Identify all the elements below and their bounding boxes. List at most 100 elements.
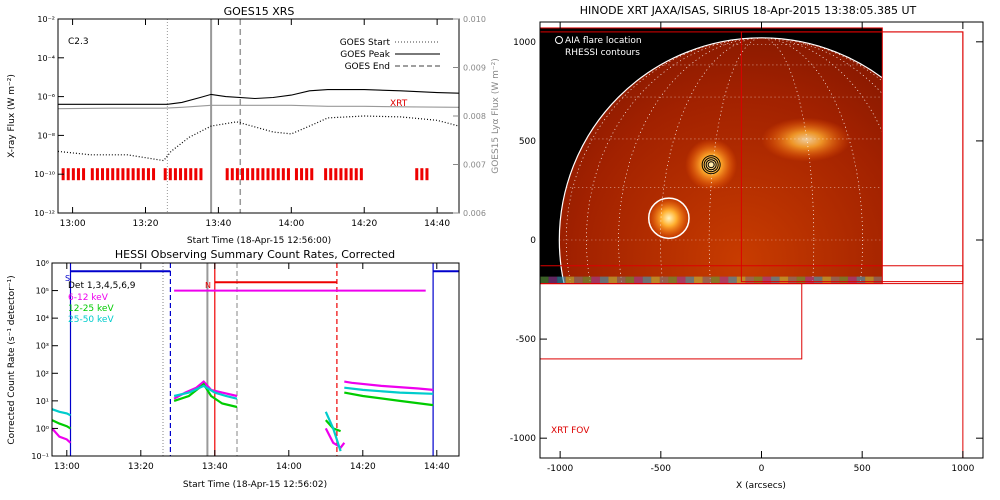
xrt-x-tick-label: -1000: [547, 464, 573, 474]
xrt-image-strip: [702, 276, 712, 284]
xrt-xlabel: X (arcsecs): [736, 481, 786, 491]
xrt-image-strip: [540, 276, 549, 284]
rhessi-coverage-tick: [359, 168, 363, 181]
xrt-image-strip: [771, 276, 780, 284]
rhessi-coverage-tick: [163, 168, 167, 181]
rhessi-coverage-tick: [241, 168, 245, 181]
xrt-legend-label: AIA flare location: [565, 36, 642, 46]
hessi-y-tick-label: 10²: [36, 369, 49, 378]
xrt-image-panel: HINODE XRT JAXA/ISAS, SIRIUS 18-Apr-2015…: [510, 4, 984, 491]
xrt-active-region: [761, 117, 852, 162]
hessi-x-tick-label: 14:20: [350, 462, 376, 472]
xrt-image-strip: [582, 276, 592, 284]
goes-legend-label: GOES Start: [340, 38, 391, 48]
hessi-night-flag-label: N: [205, 281, 211, 290]
hessi-legend-label: 6-12 keV: [68, 293, 109, 303]
rhessi-coverage-tick: [266, 168, 270, 181]
goes-y-tick-label: 10⁻¹⁰: [34, 170, 55, 179]
rhessi-coverage-tick: [261, 168, 265, 181]
rhessi-coverage-tick: [324, 168, 328, 181]
xrt-image-strip: [608, 276, 618, 284]
xrt-image-strip: [813, 276, 823, 284]
goes-x-tick-label: 14:20: [351, 219, 377, 229]
hessi-saa-flag-label: S: [65, 274, 70, 283]
hessi-legend-label: 25-50 keV: [68, 315, 114, 325]
rhessi-contour: [703, 157, 719, 173]
goes-x-tick-label: 14:00: [278, 219, 304, 229]
hessi-y-tick-label: 10⁴: [36, 314, 49, 323]
xrt-fov-box: [539, 283, 803, 360]
goes-class-label: C2.3: [68, 37, 89, 47]
rhessi-coverage-tick: [235, 168, 239, 181]
rhessi-coverage-tick: [136, 168, 140, 181]
rhessi-coverage-tick: [106, 168, 110, 181]
rhessi-contour: [705, 159, 717, 171]
rhessi-coverage-tick: [246, 168, 250, 181]
xrt-image-strip: [711, 276, 720, 284]
goes-y-right-tick-label: 0.009: [463, 64, 486, 73]
xrt-image-strip: [565, 276, 575, 284]
xrt-image-strip: [548, 276, 558, 284]
hessi-series-12-25-kev: [51, 419, 72, 430]
hessi-series-25-50-kev: [344, 386, 434, 395]
hessi-series-25-50-kev: [173, 384, 238, 400]
goes-y-tick-label: 10⁻⁴: [37, 54, 55, 63]
rhessi-coverage-tick: [82, 168, 86, 181]
rhessi-coverage-tick: [101, 168, 105, 181]
rhessi-coverage-tick: [354, 168, 358, 181]
hessi-series-6-12-kev: [324, 427, 346, 450]
rhessi-coverage-tick: [349, 168, 353, 181]
hessi-x-tick-label: 13:40: [202, 462, 228, 472]
rhessi-coverage-tick: [173, 168, 177, 181]
xrt-image-strip: [796, 276, 806, 284]
rhessi-coverage-tick: [251, 168, 255, 181]
xrt-x-tick-label: 1000: [951, 464, 974, 474]
hessi-ylabel: Corrected Count Rate (s⁻¹ detector⁻¹): [7, 275, 17, 444]
xrt-image-strip: [848, 276, 857, 284]
xrt-image-strip: [557, 276, 566, 284]
xrt-image-strip: [762, 276, 772, 284]
goes-x-tick-label: 13:00: [60, 219, 86, 229]
hessi-series-12-25-kev: [344, 391, 434, 407]
xrt-image-strip: [685, 276, 695, 284]
goes-y-tick-label: 10⁻⁸: [37, 131, 55, 140]
rhessi-coverage-tick: [116, 168, 120, 181]
rhessi-coverage-tick: [339, 168, 343, 181]
xrt-x-tick-label: -500: [651, 464, 672, 474]
xrt-image-strip: [634, 276, 643, 284]
rhessi-coverage-tick: [179, 168, 183, 181]
rhessi-coverage-tick: [294, 168, 298, 181]
xrt-image-strip: [745, 276, 754, 284]
xrt-image-strip: [728, 276, 737, 284]
xrt-y-tick-label: 0: [530, 236, 536, 246]
hessi-count-panel: HESSI Observing Summary Count Rates, Cor…: [7, 248, 460, 490]
xrt-image-strip: [625, 276, 635, 284]
hessi-plot-frame: [51, 262, 460, 457]
rhessi-coverage-tick: [329, 168, 333, 181]
xrt-image-strip: [753, 276, 763, 284]
goes-y-tick-label: 10⁻¹²: [34, 209, 55, 218]
rhessi-coverage-tick: [194, 168, 198, 181]
hessi-series-6-12-kev: [51, 427, 72, 444]
aia-legend-marker: [555, 36, 563, 44]
xrt-image-strip: [642, 276, 652, 284]
xrt-image-strip: [591, 276, 600, 284]
rhessi-coverage-tick: [286, 168, 290, 181]
hessi-series-12-25-kev: [173, 382, 238, 409]
hessi-legend-label: 12-25 keV: [68, 304, 114, 314]
goes-plot-frame: [57, 18, 460, 214]
goes-y-right-tick-label: 0.008: [463, 112, 486, 121]
goes-x-tick-label: 13:40: [205, 219, 231, 229]
rhessi-coverage-tick: [425, 168, 429, 181]
xrt-solar-image: [540, 27, 883, 284]
xrt-image-strip: [856, 276, 866, 284]
rhessi-coverage-tick: [276, 168, 280, 181]
goes-y-right-tick-label: 0.007: [463, 161, 486, 170]
xrt-title: HINODE XRT JAXA/ISAS, SIRIUS 18-Apr-2015…: [580, 4, 917, 17]
goes-title: GOES15 XRS: [224, 5, 295, 18]
hessi-series-6-12-kev: [344, 380, 434, 391]
hessi-det-label: Det 1,3,4,5,6,9: [68, 281, 136, 291]
xrt-image-strip: [779, 276, 789, 284]
